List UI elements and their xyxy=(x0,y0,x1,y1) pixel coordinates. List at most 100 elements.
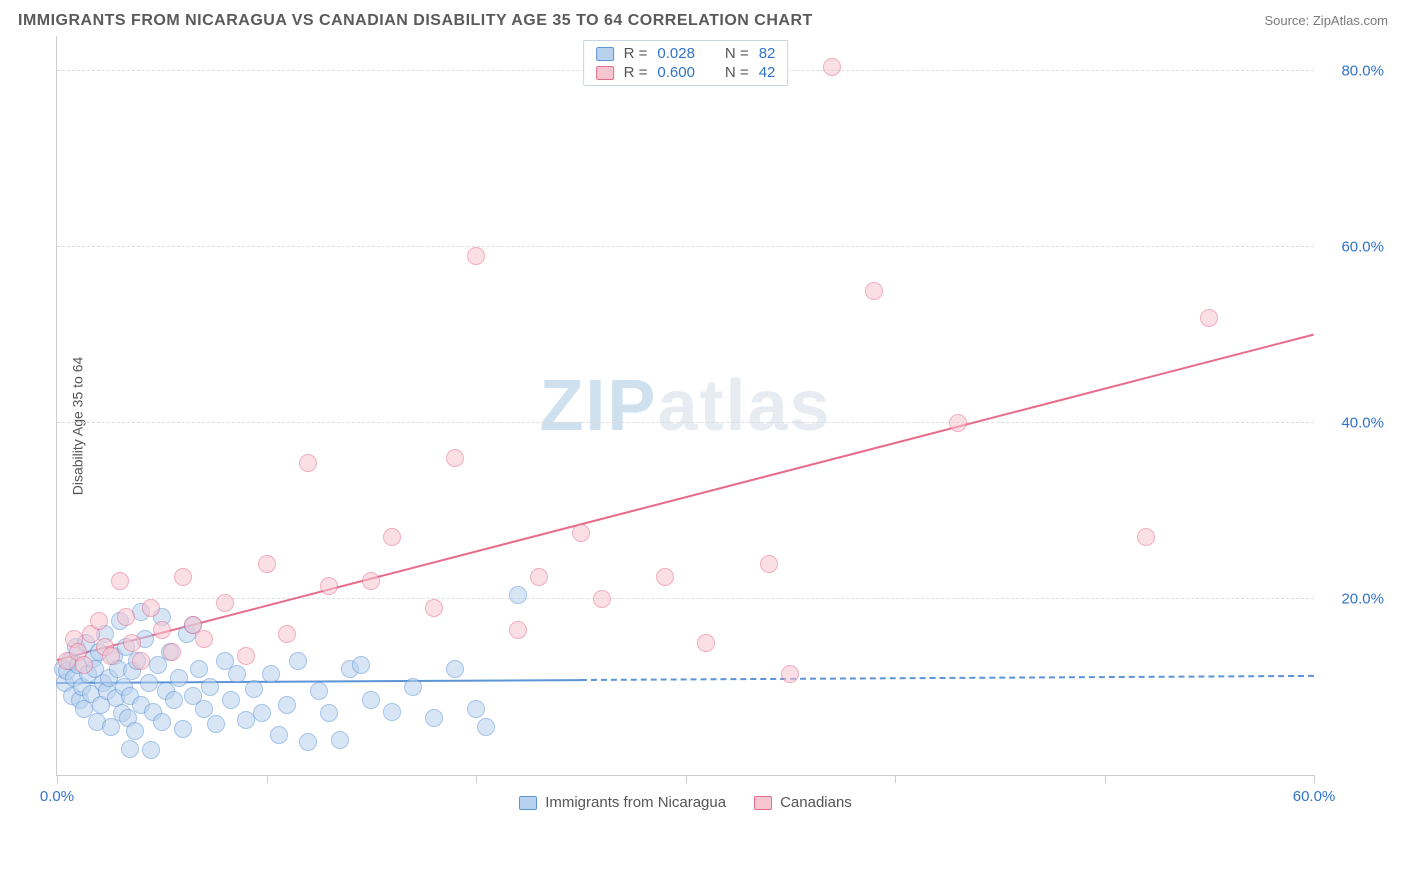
data-point xyxy=(362,572,380,590)
y-tick-label: 80.0% xyxy=(1324,63,1384,80)
data-point xyxy=(530,568,548,586)
data-point xyxy=(102,647,120,665)
data-point xyxy=(174,720,192,738)
data-point xyxy=(222,691,240,709)
trend-line xyxy=(581,674,1314,680)
data-point xyxy=(253,704,271,722)
data-point xyxy=(572,524,590,542)
data-point xyxy=(278,625,296,643)
data-point xyxy=(142,741,160,759)
y-tick-label: 20.0% xyxy=(1324,591,1384,608)
data-point xyxy=(331,731,349,749)
data-point xyxy=(117,608,135,626)
data-point xyxy=(228,665,246,683)
legend-R-value-0: 0.028 xyxy=(657,45,695,62)
data-point xyxy=(1137,528,1155,546)
data-point xyxy=(446,449,464,467)
data-point xyxy=(237,711,255,729)
data-point xyxy=(289,652,307,670)
y-tick-label: 40.0% xyxy=(1324,415,1384,432)
watermark: ZIPatlas xyxy=(539,365,831,447)
legend-bottom-swatch-1 xyxy=(754,796,772,810)
data-point xyxy=(425,709,443,727)
data-point xyxy=(865,282,883,300)
legend-stats-row-1: R = 0.600 N = 42 xyxy=(596,64,776,81)
data-point xyxy=(237,647,255,665)
chart-title: IMMIGRANTS FROM NICARAGUA VS CANADIAN DI… xyxy=(18,12,813,30)
data-point xyxy=(165,691,183,709)
data-point xyxy=(320,704,338,722)
x-tick-label: 0.0% xyxy=(40,788,74,805)
data-point xyxy=(153,713,171,731)
watermark-atlas: atlas xyxy=(657,366,831,446)
data-point xyxy=(262,665,280,683)
data-point xyxy=(132,652,150,670)
legend-item-1: Canadians xyxy=(754,794,852,811)
chart-source: Source: ZipAtlas.com xyxy=(1264,13,1388,28)
gridline-h xyxy=(57,598,1314,599)
data-point xyxy=(781,665,799,683)
legend-item-label-1: Canadians xyxy=(780,794,852,811)
legend-series: Immigrants from Nicaragua Canadians xyxy=(57,794,1314,811)
data-point xyxy=(126,722,144,740)
data-point xyxy=(123,634,141,652)
x-tick xyxy=(895,775,896,783)
x-tick xyxy=(267,775,268,783)
data-point xyxy=(823,58,841,76)
data-point xyxy=(383,703,401,721)
data-point xyxy=(195,630,213,648)
data-point xyxy=(310,682,328,700)
legend-N-label: N = xyxy=(725,45,749,62)
legend-swatch-1 xyxy=(596,66,614,80)
trend-line xyxy=(57,333,1314,660)
data-point xyxy=(142,599,160,617)
legend-item-0: Immigrants from Nicaragua xyxy=(519,794,726,811)
gridline-h xyxy=(57,246,1314,247)
x-tick xyxy=(57,775,58,783)
data-point xyxy=(245,680,263,698)
data-point xyxy=(509,586,527,604)
data-point xyxy=(299,454,317,472)
data-point xyxy=(170,669,188,687)
data-point xyxy=(195,700,213,718)
data-point xyxy=(656,568,674,586)
data-point xyxy=(270,726,288,744)
data-point xyxy=(140,674,158,692)
data-point xyxy=(216,594,234,612)
data-point xyxy=(509,621,527,639)
gridline-h xyxy=(57,422,1314,423)
legend-N-value-1: 42 xyxy=(759,64,776,81)
data-point xyxy=(467,700,485,718)
data-point xyxy=(477,718,495,736)
plot-area: ZIPatlas R = 0.028 N = 82 R = 0.600 N = xyxy=(56,36,1314,776)
data-point xyxy=(949,414,967,432)
data-point xyxy=(121,740,139,758)
plot-outer: Disability Age 35 to 64 ZIPatlas R = 0.0… xyxy=(12,36,1394,816)
legend-item-label-0: Immigrants from Nicaragua xyxy=(545,794,726,811)
legend-R-label: R = xyxy=(624,45,648,62)
data-point xyxy=(320,577,338,595)
legend-R-value-1: 0.600 xyxy=(657,64,695,81)
data-point xyxy=(467,247,485,265)
data-point xyxy=(258,555,276,573)
legend-N-label: N = xyxy=(725,64,749,81)
data-point xyxy=(207,715,225,733)
data-point xyxy=(1200,309,1218,327)
x-tick xyxy=(686,775,687,783)
data-point xyxy=(75,656,93,674)
data-point xyxy=(201,678,219,696)
watermark-zip: ZIP xyxy=(539,366,657,446)
data-point xyxy=(190,660,208,678)
data-point xyxy=(362,691,380,709)
title-row: IMMIGRANTS FROM NICARAGUA VS CANADIAN DI… xyxy=(12,12,1394,36)
data-point xyxy=(153,621,171,639)
x-tick xyxy=(1314,775,1315,783)
data-point xyxy=(163,643,181,661)
data-point xyxy=(593,590,611,608)
x-tick xyxy=(1105,775,1106,783)
legend-stats: R = 0.028 N = 82 R = 0.600 N = 42 xyxy=(583,40,789,86)
legend-bottom-swatch-0 xyxy=(519,796,537,810)
data-point xyxy=(446,660,464,678)
data-point xyxy=(278,696,296,714)
legend-R-label: R = xyxy=(624,64,648,81)
